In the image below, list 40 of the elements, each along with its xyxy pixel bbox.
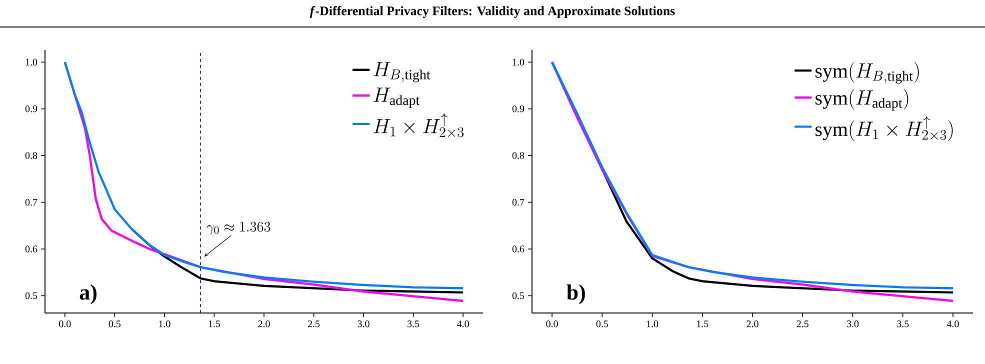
annotation: b) — [566, 284, 585, 304]
legend-label: $\mathrm{sym}(H_{B,\mathrm{tight}})$ — [816, 62, 919, 84]
y-tick-label: 0.5 — [25, 292, 38, 300]
y-tick-label: 0.6 — [512, 246, 524, 252]
y-tick-label: 0.8 — [512, 152, 524, 159]
chart-title: f-Differential Privacy Filters: Validity and Approximate Solutions — [310, 6, 675, 18]
annotation: $\gamma_0 \approx 1.363$ — [206, 222, 270, 235]
x-tick-label: 3.5 — [408, 320, 420, 328]
x-tick-label: 4.0 — [457, 320, 469, 328]
x-tick-label: 4.0 — [946, 320, 959, 328]
x-tick-label: 2.0 — [746, 320, 758, 328]
x-tick-label: 2.5 — [308, 320, 320, 328]
x-tick-label: 3.5 — [897, 320, 909, 328]
x-tick-label: 1.0 — [159, 320, 170, 328]
legend-label: $H_1 \times H^{\uparrow}_{2\times 3}$ — [374, 113, 464, 138]
x-tick-label: 1.0 — [646, 320, 658, 328]
x-tick-label: 3.0 — [846, 320, 859, 328]
y-tick-label: 0.7 — [512, 198, 524, 206]
x-tick-label: 0.5 — [108, 320, 121, 328]
y-tick-label: 0.8 — [25, 152, 38, 159]
legend-label: $H_{\mathrm{adapt}}$ — [374, 88, 420, 108]
x-tick-label: 0.5 — [596, 320, 608, 328]
y-tick-label: 1.0 — [26, 58, 38, 66]
x-tick-label: 2.0 — [258, 320, 270, 328]
x-tick-label: 1.5 — [697, 320, 708, 328]
y-tick-label: 0.9 — [512, 105, 524, 112]
annotation: a) — [80, 284, 96, 304]
y-tick-label: 0.5 — [512, 292, 524, 300]
x-tick-label: 0.0 — [59, 320, 71, 328]
y-tick-label: 0.7 — [25, 198, 38, 206]
legend-label: $\mathrm{sym}(H_{\mathrm{adapt}})$ — [816, 89, 908, 111]
x-tick-label: 3.0 — [358, 320, 370, 328]
y-tick-label: 0.9 — [25, 105, 38, 112]
x-tick-label: 0.0 — [546, 320, 558, 328]
x-tick-label: 2.5 — [796, 320, 808, 328]
x-tick-label: 1.5 — [208, 320, 220, 328]
legend-label: $\mathrm{sym}(H_1 \times H^{\uparrow}_{2\times 3})$ — [816, 116, 953, 142]
legend-label: $H_{B,\mathrm{tight}}$ — [374, 62, 430, 82]
y-tick-label: 0.6 — [25, 246, 38, 252]
y-tick-label: 1.0 — [512, 58, 524, 66]
